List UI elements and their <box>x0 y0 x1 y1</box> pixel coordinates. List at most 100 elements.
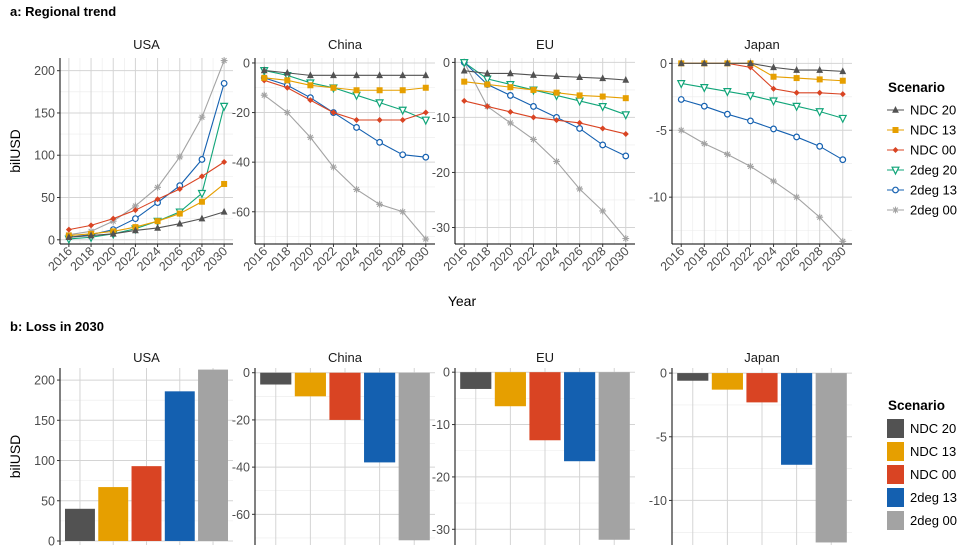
x-tick-label: 2030 <box>602 244 632 274</box>
x-tick-label: 2016 <box>45 244 75 274</box>
data-point <box>839 67 847 75</box>
data-point <box>132 226 139 234</box>
data-point <box>65 233 73 241</box>
data-point <box>330 163 337 171</box>
data-point <box>576 73 584 81</box>
data-point <box>816 89 823 96</box>
data-point <box>506 92 514 99</box>
legend-item: 2deg 20 <box>887 163 957 178</box>
data-point <box>793 66 801 73</box>
data-point <box>483 69 491 77</box>
y-tick-label: 100 <box>34 454 55 468</box>
bar-ndc-13 <box>494 372 526 407</box>
x-axis-title: Year <box>448 293 477 309</box>
data-point <box>353 87 360 94</box>
data-point <box>576 92 583 99</box>
data-point <box>484 81 491 88</box>
x-tick-label: 2028 <box>179 244 209 274</box>
legend-item: NDC 00 <box>887 465 956 484</box>
series-line <box>264 77 426 158</box>
data-point <box>576 125 584 132</box>
series-2deg-00 <box>677 126 847 245</box>
bar-2deg-13 <box>781 373 813 465</box>
series-line <box>68 106 225 240</box>
data-point <box>198 198 205 205</box>
data-point <box>461 97 468 104</box>
legend-item: 2deg 13 <box>887 488 957 507</box>
legend-label: 2deg 00 <box>910 203 957 218</box>
bar-2deg-13 <box>164 391 195 541</box>
legend-label: 2deg 00 <box>910 513 957 528</box>
line-facet-eu: EU 0 -10 -20 -30 2016201820202022202420262028… <box>432 37 635 274</box>
data-point <box>154 218 161 225</box>
bar-2deg-00 <box>198 369 229 541</box>
bar-2deg-13 <box>364 372 396 463</box>
series-line <box>68 183 225 237</box>
x-tick-label: 2020 <box>90 244 120 274</box>
bar-2deg-00 <box>598 372 630 540</box>
bar-2deg-13 <box>564 372 596 462</box>
data-point <box>622 152 630 160</box>
data-point <box>723 59 731 67</box>
data-point <box>723 110 731 118</box>
data-point <box>576 119 583 126</box>
data-point <box>132 207 139 214</box>
data-point <box>700 59 708 67</box>
data-point <box>422 109 429 116</box>
data-point <box>376 138 384 146</box>
y-tick-label: 0 <box>48 233 55 247</box>
data-point <box>815 108 825 117</box>
x-tick-label: 2018 <box>464 244 494 274</box>
data-point <box>398 106 408 116</box>
data-point <box>839 77 846 84</box>
data-point <box>723 88 732 97</box>
panel-title-a: a: Regional trend <box>10 4 116 19</box>
bar-ndc-00 <box>131 466 162 541</box>
x-tick-label: 2030 <box>402 244 432 274</box>
y-tick-label: -10 <box>649 191 667 205</box>
series-line <box>68 161 225 231</box>
data-point <box>460 66 468 74</box>
y-tick-label: 0 <box>243 366 250 380</box>
bar-ndc-13 <box>98 487 129 541</box>
bar-2deg-00 <box>398 372 430 541</box>
data-point <box>553 72 560 79</box>
y-tick-label: 0 <box>660 367 667 381</box>
y-tick-label: 50 <box>41 191 55 205</box>
data-point <box>553 117 560 124</box>
data-point <box>598 103 608 112</box>
legend-item: 2deg 00 <box>887 203 957 218</box>
x-tick-label: 2024 <box>134 244 164 274</box>
data-point <box>506 69 514 77</box>
series-ndc-00 <box>65 158 228 233</box>
data-point <box>621 111 631 121</box>
data-point <box>553 89 560 96</box>
x-tick-label: 2018 <box>681 244 711 274</box>
series-line <box>681 98 844 161</box>
data-point <box>422 84 429 91</box>
legend-label: NDC 20 <box>910 103 956 118</box>
data-point <box>154 183 161 191</box>
y-tick-label: -30 <box>432 221 450 235</box>
facet-label: USA <box>133 350 160 365</box>
series-line <box>263 94 427 240</box>
data-point <box>176 210 183 217</box>
y-tick-label: 150 <box>34 106 55 120</box>
bar-ndc-20 <box>64 508 95 541</box>
legend-marker <box>892 206 899 214</box>
data-point <box>307 97 314 104</box>
y-tick-label: -10 <box>432 111 450 125</box>
data-point <box>198 214 206 222</box>
data-point <box>221 158 228 165</box>
y-tick-label: -5 <box>656 430 667 444</box>
y-tick-label: -60 <box>232 205 250 219</box>
data-point <box>422 71 430 79</box>
data-point <box>747 162 754 170</box>
data-point <box>353 186 360 193</box>
data-point <box>530 114 537 121</box>
data-point <box>220 79 228 87</box>
data-point <box>284 77 291 84</box>
data-point <box>746 92 755 101</box>
data-point <box>747 117 754 125</box>
x-tick-label: 2030 <box>201 244 231 274</box>
